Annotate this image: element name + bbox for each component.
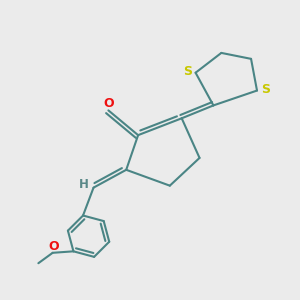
Text: S: S (261, 82, 270, 96)
Text: O: O (48, 240, 58, 253)
Text: H: H (79, 178, 89, 190)
Text: S: S (183, 65, 192, 78)
Text: O: O (103, 97, 114, 110)
